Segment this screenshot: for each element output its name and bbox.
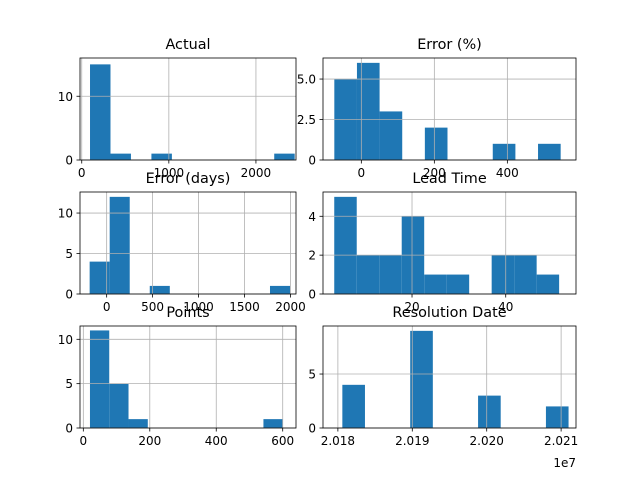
axes-frame: [322, 191, 577, 295]
x-tick-label: 0: [103, 300, 111, 314]
x-tick-label: 2.018: [321, 434, 355, 448]
histogram-bar: [410, 330, 433, 428]
x-offset-label: 1e7: [553, 456, 576, 470]
histogram-bar: [149, 285, 170, 294]
histogram-bar: [446, 274, 470, 294]
y-tick-label: 2: [308, 249, 316, 263]
x-tick-label: 600: [271, 434, 294, 448]
y-tick-label: 5: [65, 377, 73, 391]
x-tick-label: 0: [78, 166, 86, 180]
x-tick-label: 2000: [275, 300, 306, 314]
histogram-bar: [379, 255, 402, 294]
histogram-bar: [109, 383, 129, 428]
histogram-bar: [128, 419, 148, 428]
subplot-title: Actual: [165, 37, 210, 53]
subplot-title: Error (%): [417, 37, 482, 53]
y-tick-label: 0: [65, 288, 73, 302]
histogram-bar: [545, 406, 569, 428]
histogram-bar: [478, 395, 501, 428]
subplot-title: Points: [166, 305, 209, 321]
x-tick-label: 0: [358, 166, 366, 180]
histogram-bar: [491, 255, 515, 294]
subplot-title: Lead Time: [412, 171, 487, 187]
y-tick-label: 5.0: [297, 73, 316, 87]
y-tick-label: 0: [308, 288, 316, 302]
histogram-bar: [109, 196, 130, 294]
histogram-bar: [89, 330, 110, 428]
subplot-1: 0 200 400 0 2.5 5.0 Error (%): [297, 37, 577, 180]
histogram-bar: [356, 255, 380, 294]
y-tick-label: 10: [58, 207, 73, 221]
histogram-bar: [90, 64, 111, 160]
axes-frame: [79, 325, 297, 429]
histogram-bar: [263, 419, 283, 428]
y-tick-label: 0: [65, 154, 73, 168]
axes-frame: [322, 57, 577, 161]
subplot-title: Resolution Date: [392, 305, 506, 321]
histogram-bar: [342, 384, 365, 428]
axes-frame: [322, 325, 577, 429]
histogram-bar: [514, 255, 537, 294]
y-tick-label: 10: [58, 90, 73, 104]
subplot-5: 2.018 2.019 2.020 2.021 0 5 1e7 Resolution Date: [308, 305, 578, 470]
x-tick-label: 1500: [229, 300, 260, 314]
x-tick-label: 2.019: [395, 434, 429, 448]
x-tick-label: 2000: [241, 166, 272, 180]
y-tick-label: 5: [308, 368, 316, 382]
axes-frame: [79, 57, 297, 161]
y-tick-label: 4: [308, 210, 316, 224]
x-tick-label: 2.021: [544, 434, 578, 448]
subplot-4: 0 200 400 600 0 5 10 Points: [58, 305, 297, 448]
histogram-bar: [110, 153, 131, 160]
y-tick-label: 10: [58, 333, 73, 347]
histogram-bar: [89, 261, 110, 294]
histogram-bar: [424, 274, 447, 294]
axes-frame: [79, 191, 297, 295]
histogram-bar: [424, 127, 448, 160]
x-tick-label: 400: [496, 166, 519, 180]
histogram-bar: [274, 153, 295, 160]
subplot-2: 0 500 1000 1500 2000 0 5 10 Error (days): [58, 171, 306, 314]
y-tick-label: 5: [65, 247, 73, 261]
histogram-bar: [538, 143, 561, 160]
x-tick-label: 500: [141, 300, 164, 314]
x-tick-label: 200: [423, 166, 446, 180]
histogram-bar: [269, 285, 291, 294]
histogram-bar: [492, 143, 516, 160]
x-tick-label: 400: [205, 434, 228, 448]
x-tick-label: 1000: [183, 300, 214, 314]
y-tick-label: 0: [65, 422, 73, 436]
histogram-bar: [356, 62, 380, 160]
x-tick-label: 1000: [154, 166, 185, 180]
y-tick-label: 0: [308, 422, 316, 436]
y-tick-label: 2.5: [297, 113, 316, 127]
histogram-bar: [379, 111, 403, 160]
subplot-3: 20 40 0 2 4 Lead Time: [308, 171, 577, 314]
histogram-bar: [151, 153, 172, 160]
y-tick-label: 0: [308, 154, 316, 168]
x-tick-label: 0: [80, 434, 88, 448]
subplot-0: 0 1000 2000 0 10 Actual: [58, 37, 297, 180]
histogram-bar: [334, 196, 357, 294]
x-tick-label: 40: [498, 300, 513, 314]
subplot-title: Error (days): [146, 171, 231, 187]
histogram-bar: [536, 274, 560, 294]
x-tick-label: 200: [138, 434, 161, 448]
x-tick-label: 20: [404, 300, 419, 314]
x-tick-label: 2.020: [470, 434, 504, 448]
